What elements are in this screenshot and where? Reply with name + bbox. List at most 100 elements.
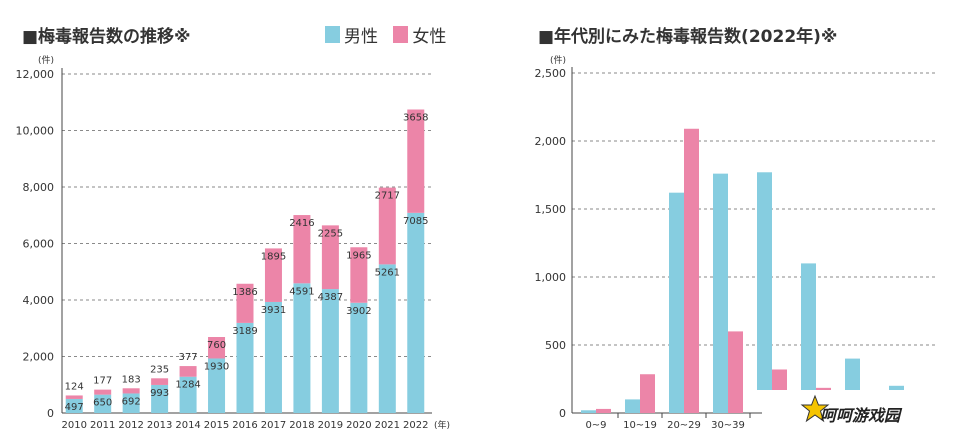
y-tick-label: 1,000 bbox=[535, 271, 567, 284]
data-label-female: 2717 bbox=[375, 191, 400, 202]
bar-male bbox=[208, 358, 226, 413]
y-tick-label: 0 bbox=[559, 407, 566, 420]
data-label-female: 1965 bbox=[346, 250, 371, 261]
bar-male bbox=[669, 192, 684, 413]
legend-swatch-male bbox=[325, 26, 340, 43]
bar-male bbox=[581, 410, 596, 413]
x-tick-label: 2017 bbox=[261, 420, 286, 431]
x-tick-label: 0~9 bbox=[585, 420, 606, 431]
data-label-female: 3658 bbox=[403, 113, 428, 124]
y-tick-label: 1,500 bbox=[535, 203, 567, 216]
star-icon bbox=[800, 394, 830, 423]
bar-male bbox=[236, 322, 254, 413]
legend-item-male: 男性 bbox=[325, 22, 378, 47]
data-label-female: 235 bbox=[150, 364, 169, 375]
stacked-bar-chart: 0 2,000 4,000 6,000 8,000 10,000 12,000 (件) 497 1… bbox=[16, 54, 451, 431]
data-label-male: 3189 bbox=[232, 326, 257, 337]
legend: 男性 女性 bbox=[325, 22, 456, 48]
bar-female bbox=[350, 247, 368, 303]
y-unit-label: (件) bbox=[38, 54, 54, 66]
bar-female bbox=[264, 248, 282, 302]
bar-female bbox=[208, 337, 226, 359]
data-label-male: 497 bbox=[65, 402, 84, 413]
bar-male bbox=[151, 384, 169, 413]
y-tick-label: 2,000 bbox=[535, 135, 567, 148]
bar-female bbox=[151, 378, 169, 385]
y-tick-label: 8,000 bbox=[23, 181, 55, 194]
bar-male bbox=[264, 301, 282, 413]
bar-female bbox=[293, 215, 311, 284]
data-label-male: 1930 bbox=[204, 361, 229, 372]
watermark-text: 呵呵游戏园 bbox=[820, 406, 901, 425]
bar-female bbox=[684, 128, 699, 413]
data-label-male: 7085 bbox=[403, 216, 428, 227]
bar-female bbox=[179, 366, 197, 377]
x-tick-label: 2015 bbox=[204, 420, 229, 431]
y-tick-label: 4,000 bbox=[23, 294, 55, 307]
data-label-male: 692 bbox=[122, 396, 141, 407]
bar-female bbox=[94, 389, 112, 395]
y-tick-label: 2,000 bbox=[23, 351, 55, 364]
x-tick-label: 2012 bbox=[118, 420, 143, 431]
x-tick-label: 2020 bbox=[346, 420, 371, 431]
bar-female bbox=[378, 187, 396, 265]
x-tick-label: 2016 bbox=[232, 420, 257, 431]
legend-label-male: 男性 bbox=[344, 27, 378, 47]
y-tick-label: 10,000 bbox=[16, 125, 55, 138]
bar-male bbox=[94, 394, 112, 413]
data-label-female: 183 bbox=[122, 374, 141, 385]
bar-male bbox=[65, 398, 83, 413]
legend-item-female: 女性 bbox=[393, 22, 446, 47]
y-tick-label: 2,500 bbox=[535, 67, 567, 80]
data-label-male: 4591 bbox=[289, 286, 314, 297]
x-tick-label: 2021 bbox=[375, 420, 400, 431]
data-label-male: 3931 bbox=[261, 305, 286, 316]
bar-female bbox=[321, 225, 339, 290]
bar-female bbox=[407, 109, 425, 213]
data-label-male: 5261 bbox=[375, 267, 400, 278]
legend-label-female: 女性 bbox=[412, 27, 447, 47]
x-unit-label: (年) bbox=[434, 419, 450, 431]
data-label-female: 2255 bbox=[318, 228, 343, 239]
bar-male bbox=[378, 264, 396, 413]
bar-male bbox=[801, 263, 816, 390]
x-tick-label: 2013 bbox=[147, 420, 172, 431]
y-tick-label: 6,000 bbox=[23, 238, 55, 251]
bar-male bbox=[293, 283, 311, 413]
y-tick-label: 500 bbox=[545, 339, 566, 352]
bar-male bbox=[179, 376, 197, 413]
bar-male bbox=[625, 399, 640, 413]
x-tick-label: 2011 bbox=[90, 420, 115, 431]
data-label-male: 4387 bbox=[318, 292, 343, 303]
bar-male bbox=[889, 385, 904, 390]
y-tick-label: 12,000 bbox=[16, 68, 55, 81]
bar-female bbox=[236, 283, 254, 323]
legend-swatch-female bbox=[393, 26, 409, 43]
bar-female bbox=[640, 374, 655, 413]
bar-female bbox=[728, 331, 743, 413]
x-tick-label: 10~19 bbox=[623, 420, 657, 431]
bar-male bbox=[845, 358, 860, 390]
y-unit-label: (件) bbox=[550, 54, 566, 66]
x-tick-label: 2022 bbox=[403, 420, 428, 431]
x-tick-label: 20~29 bbox=[667, 420, 701, 431]
data-label-male: 3902 bbox=[346, 306, 371, 317]
bar-male bbox=[407, 212, 425, 413]
bar-female bbox=[122, 388, 140, 394]
bar-female bbox=[816, 387, 831, 390]
watermark: 呵呵游戏园 bbox=[800, 394, 920, 434]
data-label-male: 993 bbox=[150, 388, 169, 399]
data-label-male: 650 bbox=[93, 398, 112, 409]
bar-female bbox=[772, 369, 787, 390]
bar-male bbox=[350, 302, 368, 413]
bar-male bbox=[713, 173, 728, 413]
x-tick-label: 30~39 bbox=[711, 420, 745, 431]
y-tick-label: 0 bbox=[47, 407, 54, 420]
data-label-female: 124 bbox=[65, 381, 84, 392]
bar-male bbox=[321, 289, 339, 413]
bar-female bbox=[596, 408, 611, 413]
data-label-female: 2416 bbox=[289, 218, 314, 229]
bar-male bbox=[757, 172, 772, 390]
data-label-female: 1386 bbox=[232, 287, 257, 298]
